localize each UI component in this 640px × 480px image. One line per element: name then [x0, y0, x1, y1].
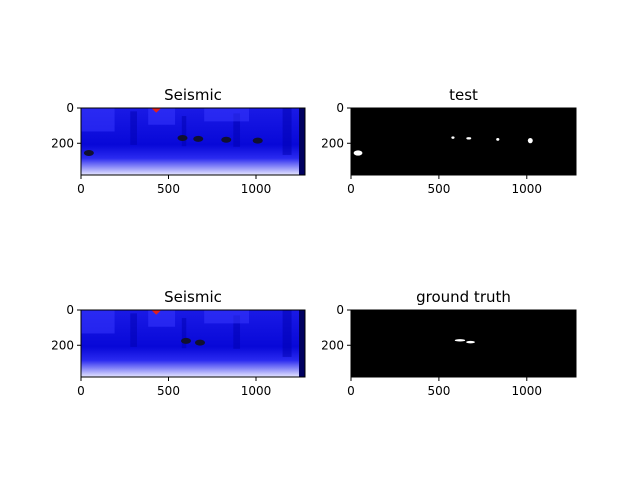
x-tick-label: 1000: [241, 182, 272, 196]
x-tick-label: 500: [427, 182, 450, 196]
x-tick-label: 1000: [241, 384, 272, 398]
x-tick-label: 0: [77, 384, 85, 398]
x-tick-label: 0: [347, 182, 355, 196]
mask-image: [351, 310, 576, 377]
mask-blob: [353, 150, 363, 156]
seismic-streak: [181, 116, 187, 147]
subplot-title: ground truth: [416, 288, 511, 306]
subplot-title: Seismic: [164, 288, 222, 306]
seismic-feature: [221, 136, 232, 143]
y-tick-label: 0: [336, 101, 344, 115]
axes-frame: [350, 309, 577, 378]
axes-frame: [80, 309, 306, 378]
seismic-feature: [181, 337, 191, 344]
seismic-feature: [177, 134, 188, 141]
x-tick-label: 500: [427, 384, 450, 398]
mask-blob: [451, 136, 455, 139]
seismic-patch: [148, 310, 176, 327]
seismic-image: [81, 310, 305, 377]
x-tick-label: 0: [347, 384, 355, 398]
image-area: [81, 310, 305, 377]
x-tick-label: 500: [157, 384, 180, 398]
subplot-1: Seismic 0 500 1000 0 200: [51, 86, 306, 196]
subplot-4: ground truth 0 500 1000 0 200: [321, 288, 577, 398]
seismic-patch: [204, 310, 249, 324]
mask-blob: [496, 137, 500, 141]
seismic-streak: [130, 111, 137, 145]
y-tick-label: 200: [321, 136, 344, 150]
axes-frame: [350, 107, 577, 176]
image-area: [81, 108, 305, 175]
seismic-image: [81, 108, 305, 175]
x-tick-label: 1000: [512, 182, 543, 196]
mask-blob: [466, 137, 472, 140]
image-area: [351, 108, 576, 175]
seismic-patch: [148, 108, 176, 125]
seismic-red-mark: [151, 108, 162, 113]
seismic-patch: [204, 108, 249, 122]
mask-image: [351, 108, 576, 175]
y-tick-label: 0: [66, 101, 74, 115]
seismic-streak: [233, 113, 241, 147]
mask-blob: [527, 137, 533, 144]
subplot-2: test 0 500 1000 0 200: [321, 86, 577, 196]
subplot-3: Seismic 0 500 1000 0 200: [51, 288, 306, 398]
seismic-patch: [81, 310, 115, 334]
seismic-streak: [130, 313, 137, 347]
seismic-streak: [282, 310, 292, 357]
seismic-edge: [299, 310, 305, 377]
subplot-title: test: [449, 86, 478, 104]
seismic-patch: [81, 108, 115, 132]
seismic-feature: [193, 135, 204, 142]
image-area: [351, 310, 576, 377]
mask-blob: [454, 339, 466, 342]
y-tick-label: 200: [321, 338, 344, 352]
seismic-streak: [233, 315, 241, 349]
seismic-feature: [195, 339, 205, 346]
axes-frame: [80, 107, 306, 176]
mask-blob: [466, 340, 475, 344]
x-tick-label: 500: [157, 182, 180, 196]
y-tick-label: 200: [51, 136, 74, 150]
y-tick-label: 200: [51, 338, 74, 352]
subplot-title: Seismic: [164, 86, 222, 104]
x-tick-label: 1000: [512, 384, 543, 398]
seismic-feature: [252, 137, 263, 144]
seismic-edge: [299, 108, 305, 175]
seismic-feature: [83, 149, 94, 156]
seismic-red-mark: [151, 310, 162, 315]
y-tick-label: 0: [336, 303, 344, 317]
seismic-streak: [181, 318, 187, 349]
y-tick-label: 0: [66, 303, 74, 317]
seismic-streak: [282, 108, 292, 155]
x-tick-label: 0: [77, 182, 85, 196]
